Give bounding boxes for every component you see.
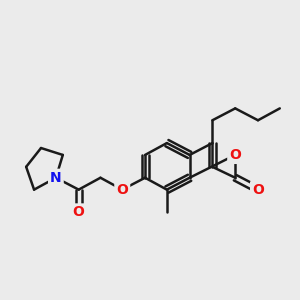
Text: O: O bbox=[116, 183, 128, 196]
Text: N: N bbox=[50, 171, 62, 185]
Text: O: O bbox=[73, 206, 85, 219]
Text: O: O bbox=[252, 183, 264, 196]
Text: O: O bbox=[229, 148, 241, 162]
